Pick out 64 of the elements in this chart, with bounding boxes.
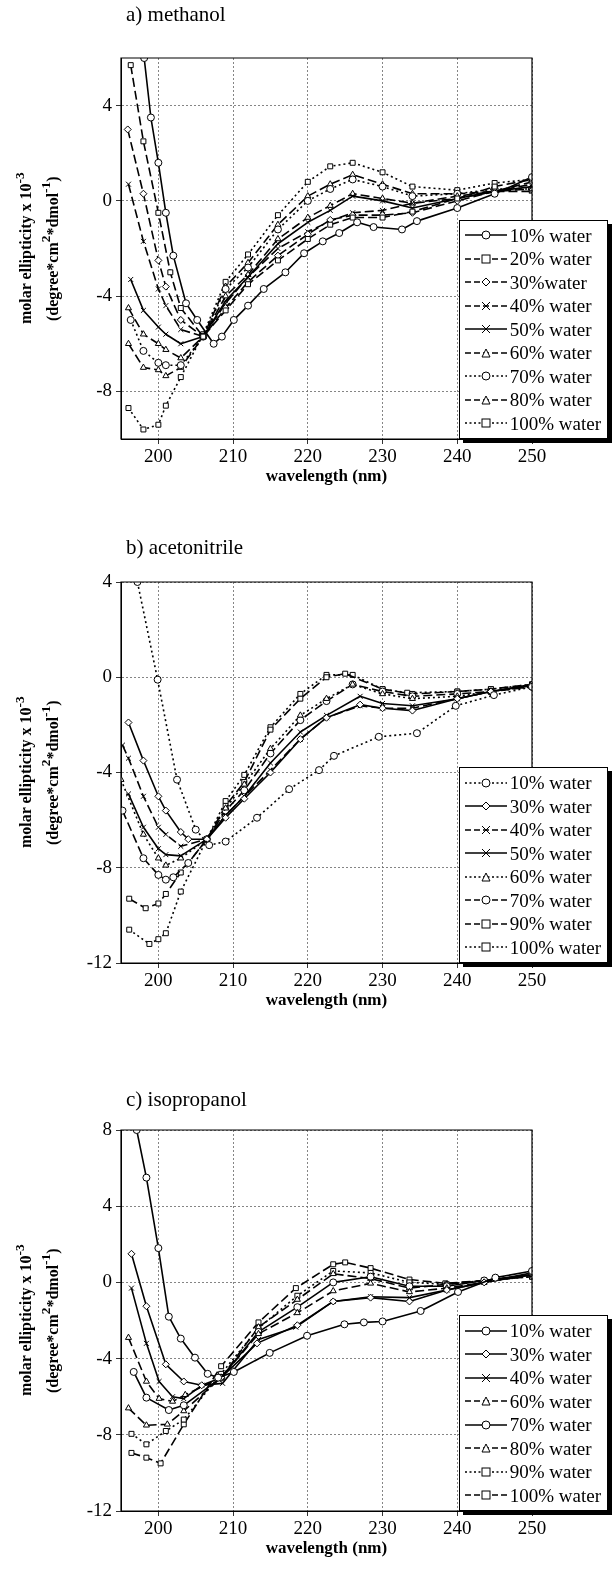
legend-label: 10% water bbox=[509, 223, 592, 247]
legend-label: 30% water bbox=[509, 794, 592, 818]
x-tick-label: 220 bbox=[293, 969, 323, 991]
y-tick-label: 0 bbox=[102, 188, 112, 210]
x-tick-label: 250 bbox=[517, 1517, 547, 1539]
legend-label: 50% water bbox=[509, 317, 592, 341]
x-axis-title: wavelength (nm) bbox=[264, 466, 389, 486]
x-tick-label: 230 bbox=[368, 445, 397, 467]
y-tick-label: -8 bbox=[96, 855, 112, 877]
x-tick-label: 210 bbox=[218, 969, 248, 991]
y-tick-label: -4 bbox=[96, 760, 113, 782]
x-tick-label: 200 bbox=[144, 445, 173, 467]
legend-label: 100% water bbox=[509, 411, 601, 435]
legend-label: 90% water bbox=[509, 1460, 592, 1484]
x-tick-label: 240 bbox=[443, 969, 472, 991]
chart-title: c) isopropanol bbox=[126, 1087, 247, 1112]
y-tick-label: -8 bbox=[96, 1422, 112, 1444]
legend-label: 40% water bbox=[509, 1366, 592, 1390]
x-axis-title: wavelength (nm) bbox=[264, 1538, 389, 1558]
legend-label: 80% water bbox=[509, 388, 592, 412]
y-tick-label: -12 bbox=[86, 950, 112, 972]
y-tick-label: -4 bbox=[96, 284, 113, 306]
y-tick-label: 8 bbox=[102, 1117, 112, 1139]
legend-label: 40% water bbox=[509, 818, 592, 842]
legend-label: 70% water bbox=[509, 1413, 592, 1437]
legend-label: 70% water bbox=[509, 364, 592, 388]
x-tick-label: 230 bbox=[368, 969, 397, 991]
y-tick-label: -8 bbox=[96, 379, 112, 401]
x-tick-label: 240 bbox=[443, 445, 472, 467]
legend-label: 100% water bbox=[509, 935, 601, 959]
legend-label: 80% water bbox=[509, 1436, 592, 1460]
legend-label: 100% water bbox=[509, 1483, 601, 1507]
x-tick-label: 200 bbox=[144, 969, 173, 991]
y-tick-label: 4 bbox=[102, 569, 113, 591]
x-tick-label: 250 bbox=[517, 969, 547, 991]
x-axis-title: wavelength (nm) bbox=[264, 990, 389, 1010]
legend-label: 30%water bbox=[509, 270, 587, 294]
y-tick-label: 0 bbox=[102, 665, 112, 687]
legend-label: 70% water bbox=[509, 888, 592, 912]
y-tick-label: 4 bbox=[102, 93, 113, 115]
y-tick-label: -4 bbox=[96, 1346, 113, 1368]
legend-label: 30% water bbox=[509, 1342, 592, 1366]
x-tick-label: 210 bbox=[218, 445, 248, 467]
legend-label: 60% water bbox=[509, 341, 592, 365]
x-tick-label: 220 bbox=[293, 1517, 323, 1539]
y-tick-label: 4 bbox=[102, 1194, 113, 1216]
chart-title: b) acetonitrile bbox=[126, 535, 244, 560]
x-tick-label: 240 bbox=[443, 1517, 472, 1539]
x-tick-label: 210 bbox=[218, 1517, 248, 1539]
x-tick-label: 250 bbox=[517, 445, 547, 467]
legend-label: 60% water bbox=[509, 1389, 592, 1413]
x-tick-label: 220 bbox=[293, 445, 323, 467]
legend-label: 10% water bbox=[509, 1319, 592, 1343]
legend-label: 60% water bbox=[509, 865, 592, 889]
x-tick-label: 200 bbox=[144, 1517, 173, 1539]
x-tick-label: 230 bbox=[368, 1517, 397, 1539]
chart-title: a) methanol bbox=[126, 2, 226, 27]
y-tick-label: 0 bbox=[102, 1270, 112, 1292]
legend-label: 90% water bbox=[509, 912, 592, 936]
legend-label: 50% water bbox=[509, 841, 592, 865]
y-tick-label: -12 bbox=[86, 1498, 112, 1520]
legend-label: 20% water bbox=[509, 247, 592, 271]
legend-label: 10% water bbox=[509, 771, 592, 795]
legend-label: 40% water bbox=[509, 294, 592, 318]
